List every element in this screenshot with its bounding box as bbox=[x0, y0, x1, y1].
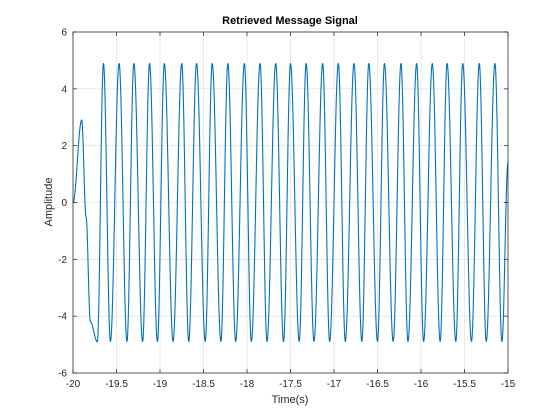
y-tick-label: 2 bbox=[61, 141, 67, 152]
x-axis-label: Time(s) bbox=[272, 394, 309, 406]
x-tick-label: -17.5 bbox=[279, 379, 302, 390]
x-tick-label: -16 bbox=[414, 379, 429, 390]
x-tick-label: -20 bbox=[66, 379, 81, 390]
y-tick-label: 4 bbox=[61, 84, 67, 95]
y-tick-label: 6 bbox=[61, 28, 67, 39]
x-tick-label: -15.5 bbox=[453, 379, 476, 390]
y-tick-label: 0 bbox=[61, 198, 67, 209]
y-tick-label: -2 bbox=[58, 255, 67, 266]
y-axis-ticks: -6 -4 -2 0 2 4 6 bbox=[58, 28, 508, 380]
x-axis-ticks: -20 -19.5 -19 -18.5 -18 -17.5 -17 -16.5 -16 -15.5… bbox=[66, 32, 516, 390]
chart-title: Retrieved Message Signal bbox=[222, 15, 358, 27]
x-tick-label: -17 bbox=[327, 379, 342, 390]
series-layer bbox=[72, 63, 509, 343]
x-tick-label: -19.5 bbox=[105, 379, 128, 390]
x-tick-label: -15 bbox=[501, 379, 516, 390]
x-tick-label: -16.5 bbox=[366, 379, 389, 390]
series-line bbox=[72, 63, 509, 343]
x-tick-label: -19 bbox=[153, 379, 168, 390]
x-tick-label: -18.5 bbox=[192, 379, 215, 390]
y-axis-label: Amplitude bbox=[43, 178, 55, 227]
y-tick-label: -4 bbox=[58, 312, 67, 323]
y-tick-label: -6 bbox=[58, 369, 67, 380]
x-tick-label: -18 bbox=[240, 379, 255, 390]
